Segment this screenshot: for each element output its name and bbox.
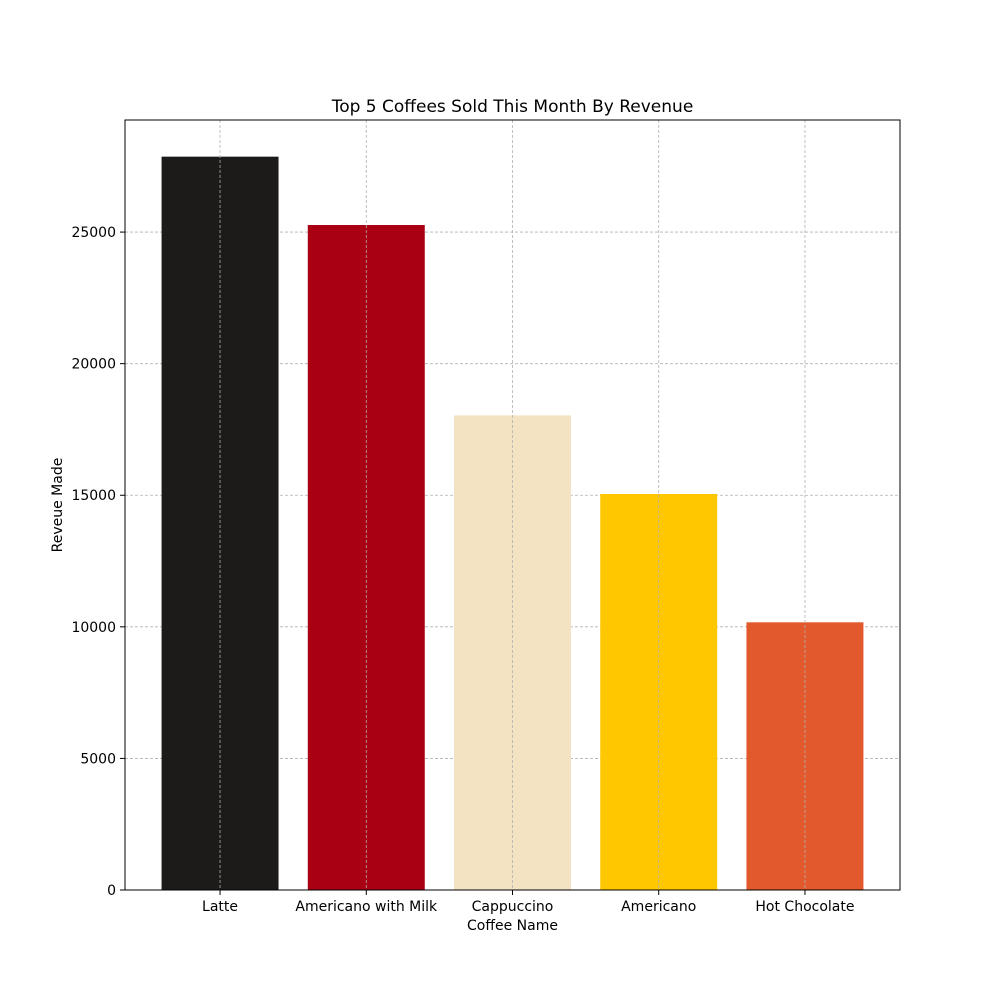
- y-axis-ticks: 0 5000 10000 15000 20000 25000: [71, 225, 125, 899]
- y-tick-label: 25000: [71, 225, 116, 241]
- x-axis-ticks: Latte Americano with Milk Cappuccino Americ…: [202, 890, 854, 915]
- x-axis-label: Coffee Name: [467, 918, 558, 934]
- y-tick-label: 10000: [71, 620, 116, 636]
- y-tick-label: 5000: [80, 751, 116, 767]
- chart-title: Top 5 Coffees Sold This Month By Revenue: [331, 97, 694, 117]
- x-tick-label: Americano: [621, 899, 696, 915]
- y-tick-label: 0: [107, 883, 116, 899]
- y-axis-label: Reveue Made: [50, 458, 66, 553]
- x-tick-label: Hot Chocolate: [755, 899, 854, 915]
- x-grid: [219, 120, 806, 890]
- y-tick-label: 20000: [71, 357, 116, 373]
- x-tick-label: Americano with Milk: [295, 899, 438, 915]
- x-tick-label: Cappuccino: [472, 899, 554, 915]
- x-tick-label: Latte: [202, 899, 238, 915]
- y-tick-label: 15000: [71, 488, 116, 504]
